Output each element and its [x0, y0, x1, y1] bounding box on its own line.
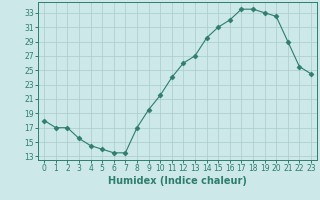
X-axis label: Humidex (Indice chaleur): Humidex (Indice chaleur): [108, 176, 247, 186]
